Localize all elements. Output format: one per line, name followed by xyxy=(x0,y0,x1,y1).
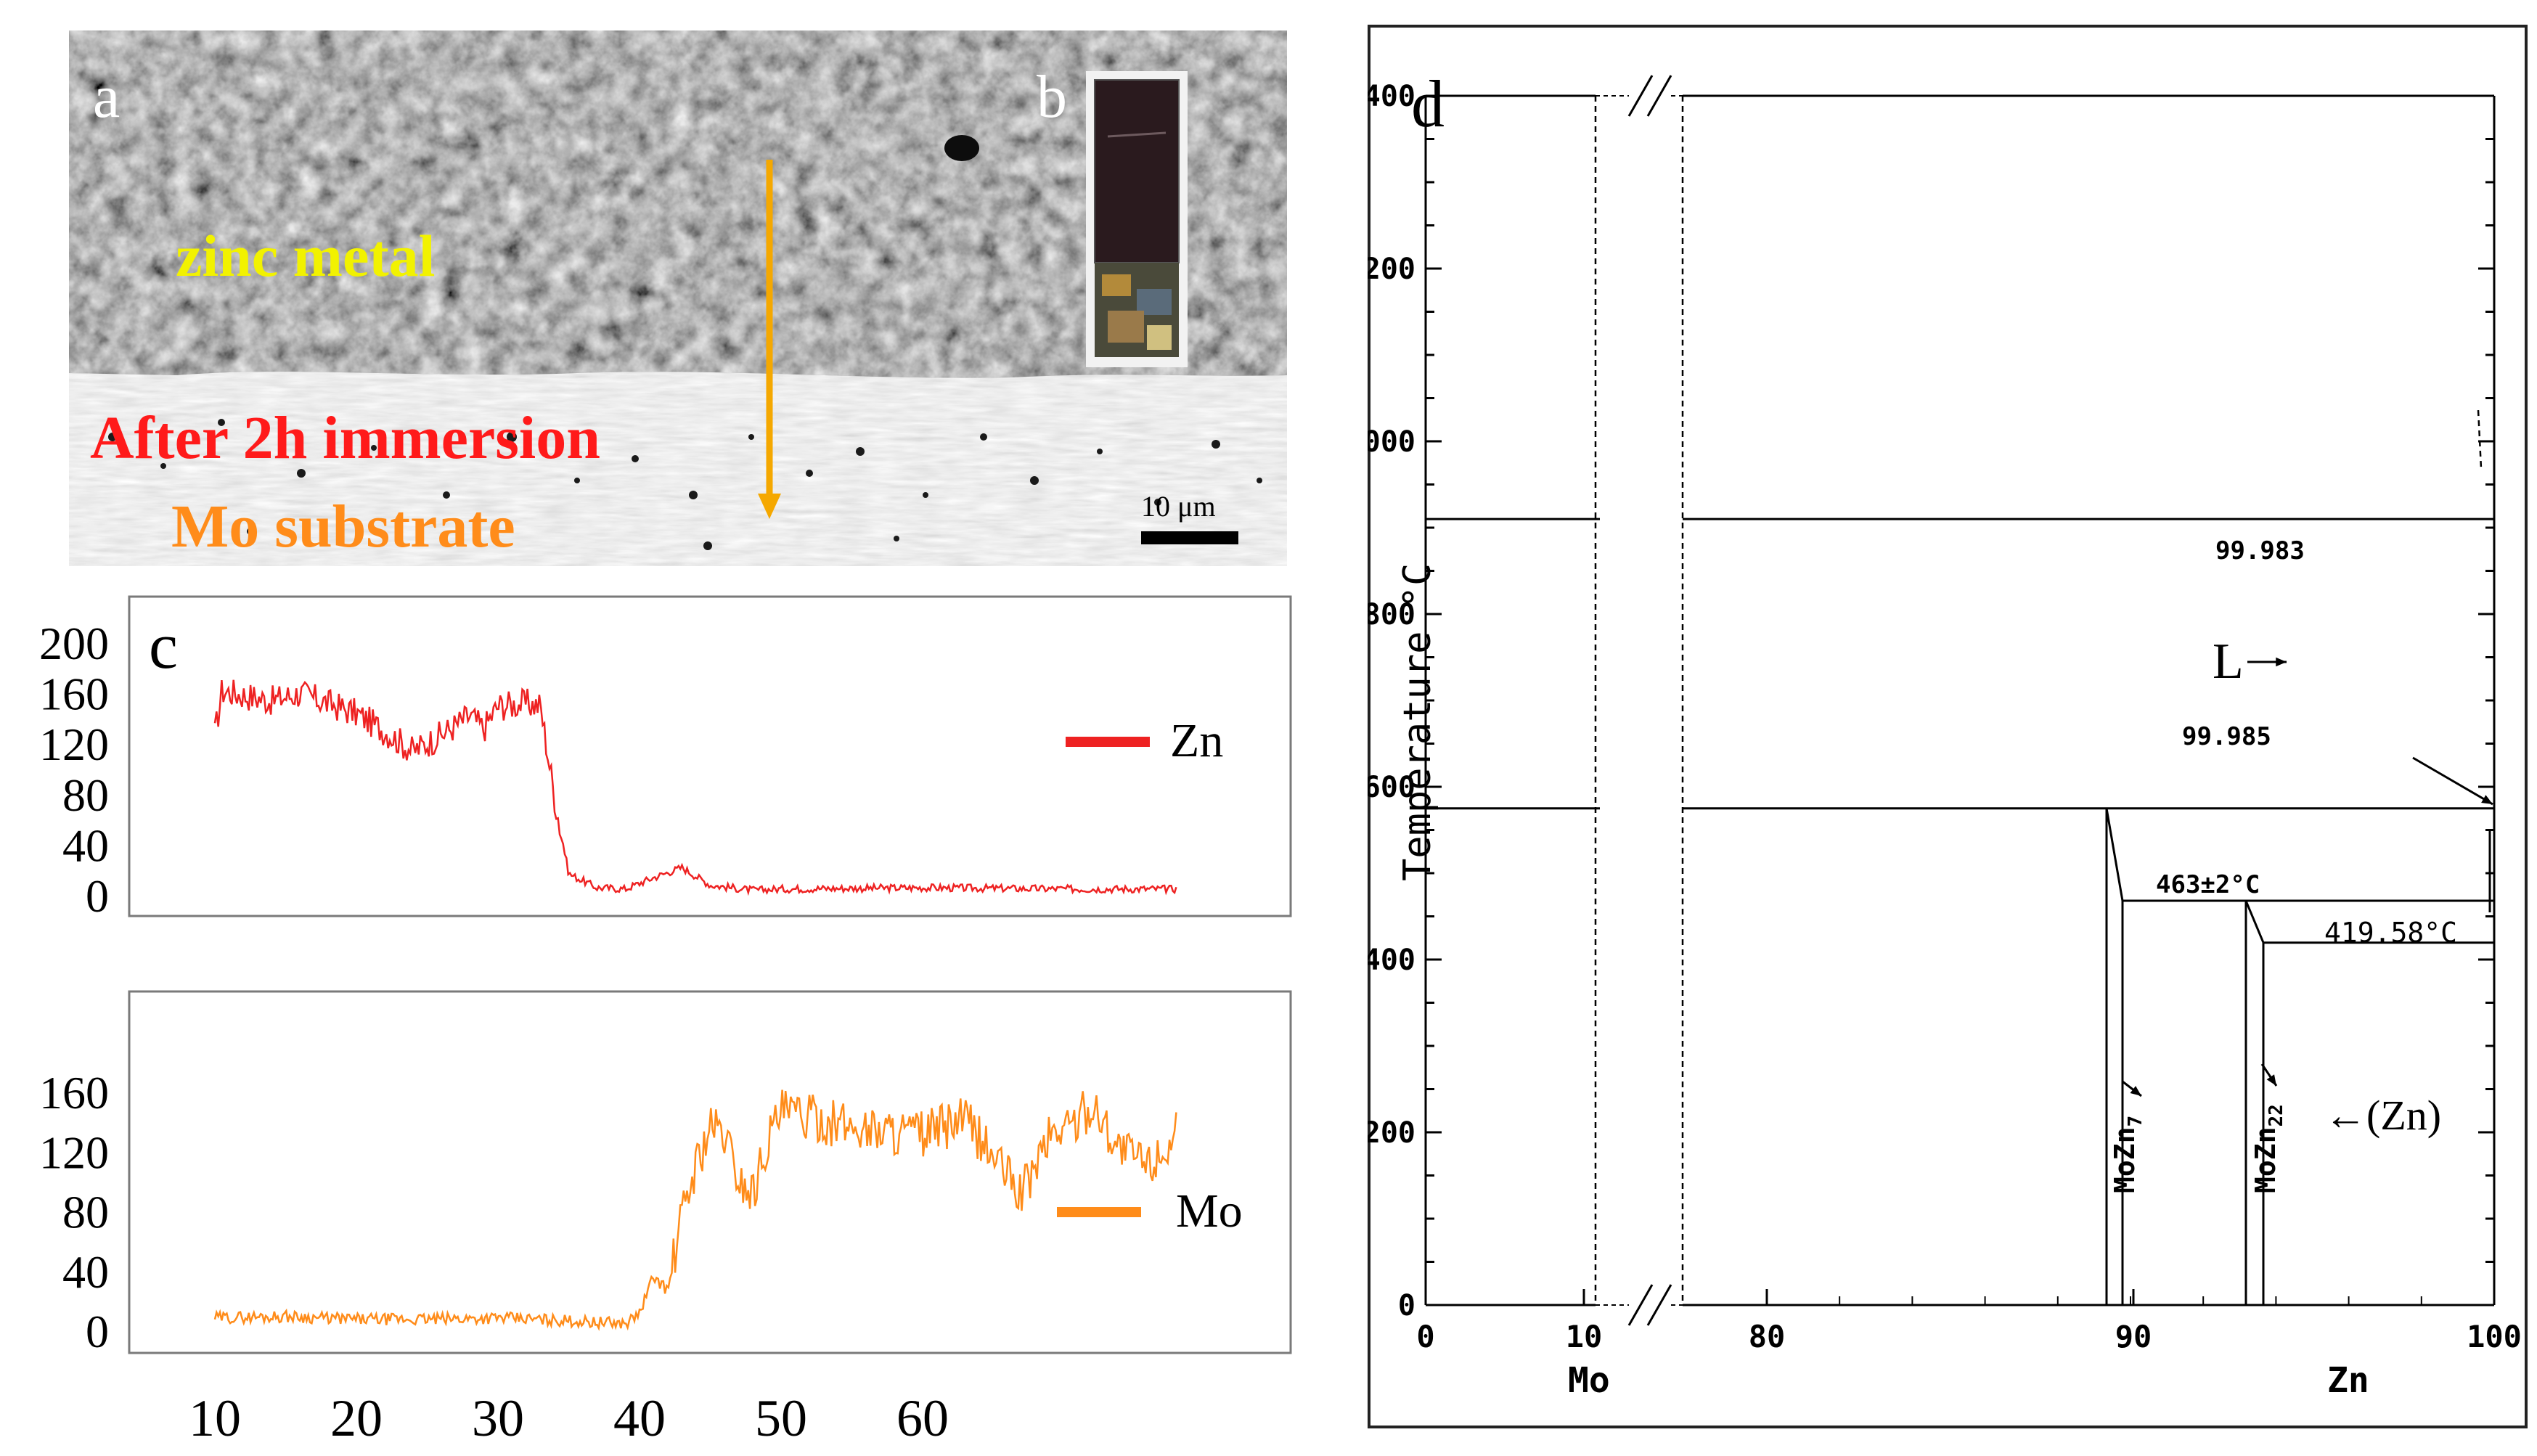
zn-series-line xyxy=(213,679,1177,896)
c-x-tick-label: 30 xyxy=(472,1389,524,1447)
mozn7-arrow-head xyxy=(2130,1086,2141,1096)
temperature-axis-label: Temperature °C xyxy=(1396,563,1439,881)
zn-plot-frame xyxy=(128,595,1292,917)
panel-c-label: c xyxy=(149,610,178,682)
mo-y-axis: 0 40 80 120 160 xyxy=(39,1067,109,1357)
zn-y-tick-label: 0 xyxy=(86,870,109,922)
zn-y-tick-label: 120 xyxy=(39,719,109,770)
panel-b-label: b xyxy=(1037,63,1067,131)
zinc-metal-label: zinc metal xyxy=(176,223,436,289)
c-x-tick-label: 40 xyxy=(613,1389,666,1447)
mozn7-label: MoZn7 xyxy=(2109,1116,2146,1193)
mo-y-tick-label: 0 xyxy=(86,1306,109,1357)
mo-axis-label: Mo xyxy=(1568,1360,1610,1401)
sem-pit xyxy=(944,135,979,161)
d-x-tick-label: 10 xyxy=(1566,1319,1603,1354)
substrate-pores xyxy=(108,419,1262,550)
d-y-tick-label: 1000 xyxy=(1368,425,1415,459)
mozn7-slant xyxy=(2105,808,2124,901)
mo-legend-label: Mo xyxy=(1176,1185,1243,1238)
mo-y-tick-label: 40 xyxy=(62,1246,109,1298)
axis-break-mark xyxy=(1627,1284,1654,1326)
panel-d-label: d xyxy=(1411,67,1445,141)
zn-phase-label: ←(Zn) xyxy=(2324,1092,2441,1139)
d-y-tick-label: 600 xyxy=(1368,771,1415,804)
scale-bar xyxy=(1141,531,1238,544)
axis-break-mark xyxy=(1627,75,1654,117)
mo-y-tick-label: 80 xyxy=(62,1187,109,1238)
mo-plot-frame xyxy=(128,990,1292,1354)
c-x-tick-label: 10 xyxy=(189,1389,241,1447)
zn-legend-label: Zn xyxy=(1170,714,1223,767)
panel-a-image xyxy=(69,30,1287,566)
zn-y-tick-label: 40 xyxy=(62,819,109,871)
c-x-tick-label: 50 xyxy=(755,1389,807,1447)
d-y-tick-label: 400 xyxy=(1368,944,1415,977)
mo-substrate-label: Mo substrate xyxy=(171,493,515,560)
axis-break-mark xyxy=(1646,1284,1672,1326)
phase-diagram-axes: 0 200 400 600 800 1000 1200 1400 0 10 80 90 100 xyxy=(1368,75,2522,1354)
phase-boundaries xyxy=(1426,96,2494,1305)
zn-y-tick-label: 160 xyxy=(39,668,109,720)
panel-d-frame xyxy=(1368,25,2528,1428)
d-x-tick-label: 100 xyxy=(2467,1319,2522,1354)
d-y-tick-label: 1200 xyxy=(1368,253,1415,286)
mozn22-arrow-head xyxy=(2266,1074,2276,1086)
mo-series-line xyxy=(213,1089,1177,1331)
c-x-axis: 10 20 30 40 50 60 xyxy=(189,1389,949,1447)
sample-photo xyxy=(1086,71,1188,367)
mozn22-slant xyxy=(2244,900,2265,944)
d-x-tick-label: 90 xyxy=(2115,1319,2152,1354)
d-y-tick-label: 200 xyxy=(1368,1116,1415,1150)
peritectic-temperature: 463±2°C xyxy=(2156,870,2260,899)
composition-99985-arrow-head xyxy=(2481,795,2493,804)
d-x-tick-label: 0 xyxy=(1416,1319,1434,1354)
mo-y-tick-label: 160 xyxy=(39,1067,109,1118)
d-y-tick-label: 800 xyxy=(1368,598,1415,631)
composition-99983: 99.983 xyxy=(2215,536,2305,565)
c-x-tick-label: 20 xyxy=(330,1389,383,1447)
zn-y-tick-label: 80 xyxy=(62,769,109,821)
panel-a-label: a xyxy=(93,63,120,131)
liquidus-fragment xyxy=(2477,410,2483,469)
mo-y-tick-label: 120 xyxy=(39,1126,109,1178)
panel-b-photo xyxy=(1086,71,1188,367)
d-y-tick-label: 0 xyxy=(1398,1289,1415,1322)
immersion-label: After 2h immersion xyxy=(90,404,600,472)
zn-y-tick-label: 200 xyxy=(39,618,109,669)
eutectic-temperature: 419.58°C xyxy=(2324,917,2457,949)
liquid-arrow-head xyxy=(2276,657,2287,667)
mozn22-label: MoZn22 xyxy=(2250,1104,2287,1193)
axis-break-mark xyxy=(1646,75,1672,117)
scale-bar-text: 10 μm xyxy=(1141,490,1216,523)
zn-axis-label: Zn xyxy=(2327,1360,2369,1401)
line-scan-arrow xyxy=(758,160,781,519)
d-x-tick-label: 80 xyxy=(1749,1319,1786,1354)
sem-micrograph xyxy=(69,30,1287,566)
composition-99985-arrow xyxy=(2412,756,2493,806)
liquid-label: L xyxy=(2213,634,2244,690)
d-y-tick-label: 1400 xyxy=(1368,80,1415,113)
c-x-tick-label: 60 xyxy=(896,1389,949,1447)
panel-d-phase-diagram: d Temperature °C 02004006008001000120014… xyxy=(1368,25,2528,1428)
composition-99985: 99.985 xyxy=(2182,722,2271,751)
